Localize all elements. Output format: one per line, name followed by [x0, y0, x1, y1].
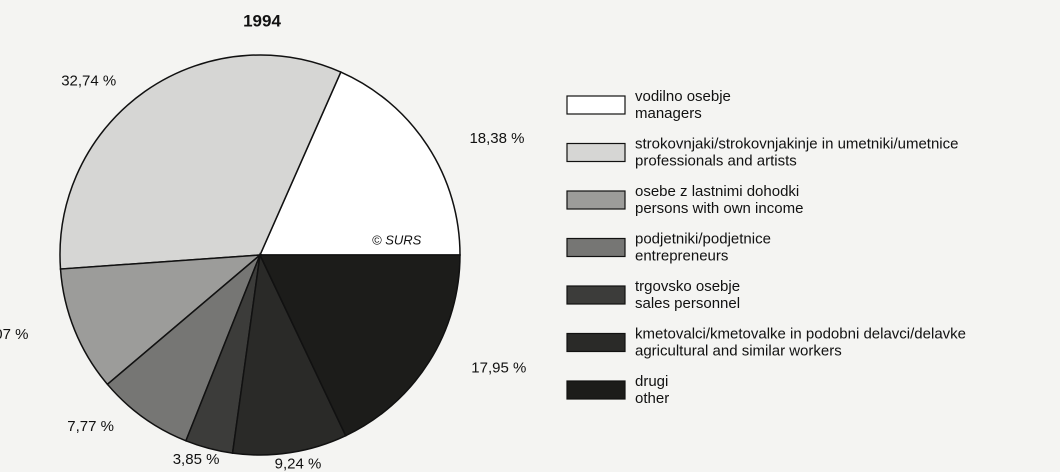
- pie-slice: [59, 254, 263, 386]
- pie-slice: [59, 54, 342, 270]
- legend-label: kmetovalci/kmetovalke in podobni delavci…: [635, 325, 966, 342]
- legend-swatch: [566, 332, 626, 353]
- legend-label-en: sales personnel: [635, 295, 740, 312]
- value-label: 9,24 %: [275, 456, 322, 472]
- legend-label: trgovsko osebje: [635, 278, 740, 295]
- legend-swatch: [566, 380, 626, 400]
- annotation: © SURS: [372, 232, 422, 247]
- legend-label-en: managers: [635, 105, 702, 122]
- pie-slice: [106, 254, 261, 442]
- legend-label-en: other: [635, 390, 669, 407]
- value-label: 3,85 %: [173, 451, 220, 468]
- legend-swatch: [566, 237, 626, 258]
- legend-label: strokovnjaki/strokovnjakinje in umetniki…: [635, 135, 958, 152]
- value-label: 17,95 %: [471, 359, 526, 376]
- legend-swatch: [566, 95, 626, 115]
- pie-slice: [258, 254, 461, 437]
- legend-label: drugi: [635, 373, 668, 390]
- value-label: 32,74 %: [61, 73, 116, 90]
- legend-label-en: agricultural and similar workers: [635, 342, 842, 359]
- legend-label: osebe z lastnimi dohodki: [635, 183, 799, 200]
- legend-label-en: professionals and artists: [635, 152, 797, 169]
- legend-swatch: [566, 285, 626, 305]
- value-label: 7,77 %: [67, 418, 114, 435]
- legend-label: podjetniki/podjetnice: [635, 230, 771, 247]
- pie: [59, 54, 461, 456]
- legend-swatch: [566, 142, 626, 163]
- legend-swatch: [566, 190, 626, 210]
- pie-slice: [231, 252, 347, 456]
- chart-title: 1994: [243, 11, 281, 30]
- value-label: 18,38 %: [469, 130, 524, 147]
- pie-slice: [258, 71, 461, 256]
- legend-label-en: entrepreneurs: [635, 247, 728, 264]
- legend-label: vodilno osebje: [635, 88, 731, 105]
- value-label: 10,07 %: [0, 326, 28, 343]
- legend-label-en: persons with own income: [635, 200, 803, 217]
